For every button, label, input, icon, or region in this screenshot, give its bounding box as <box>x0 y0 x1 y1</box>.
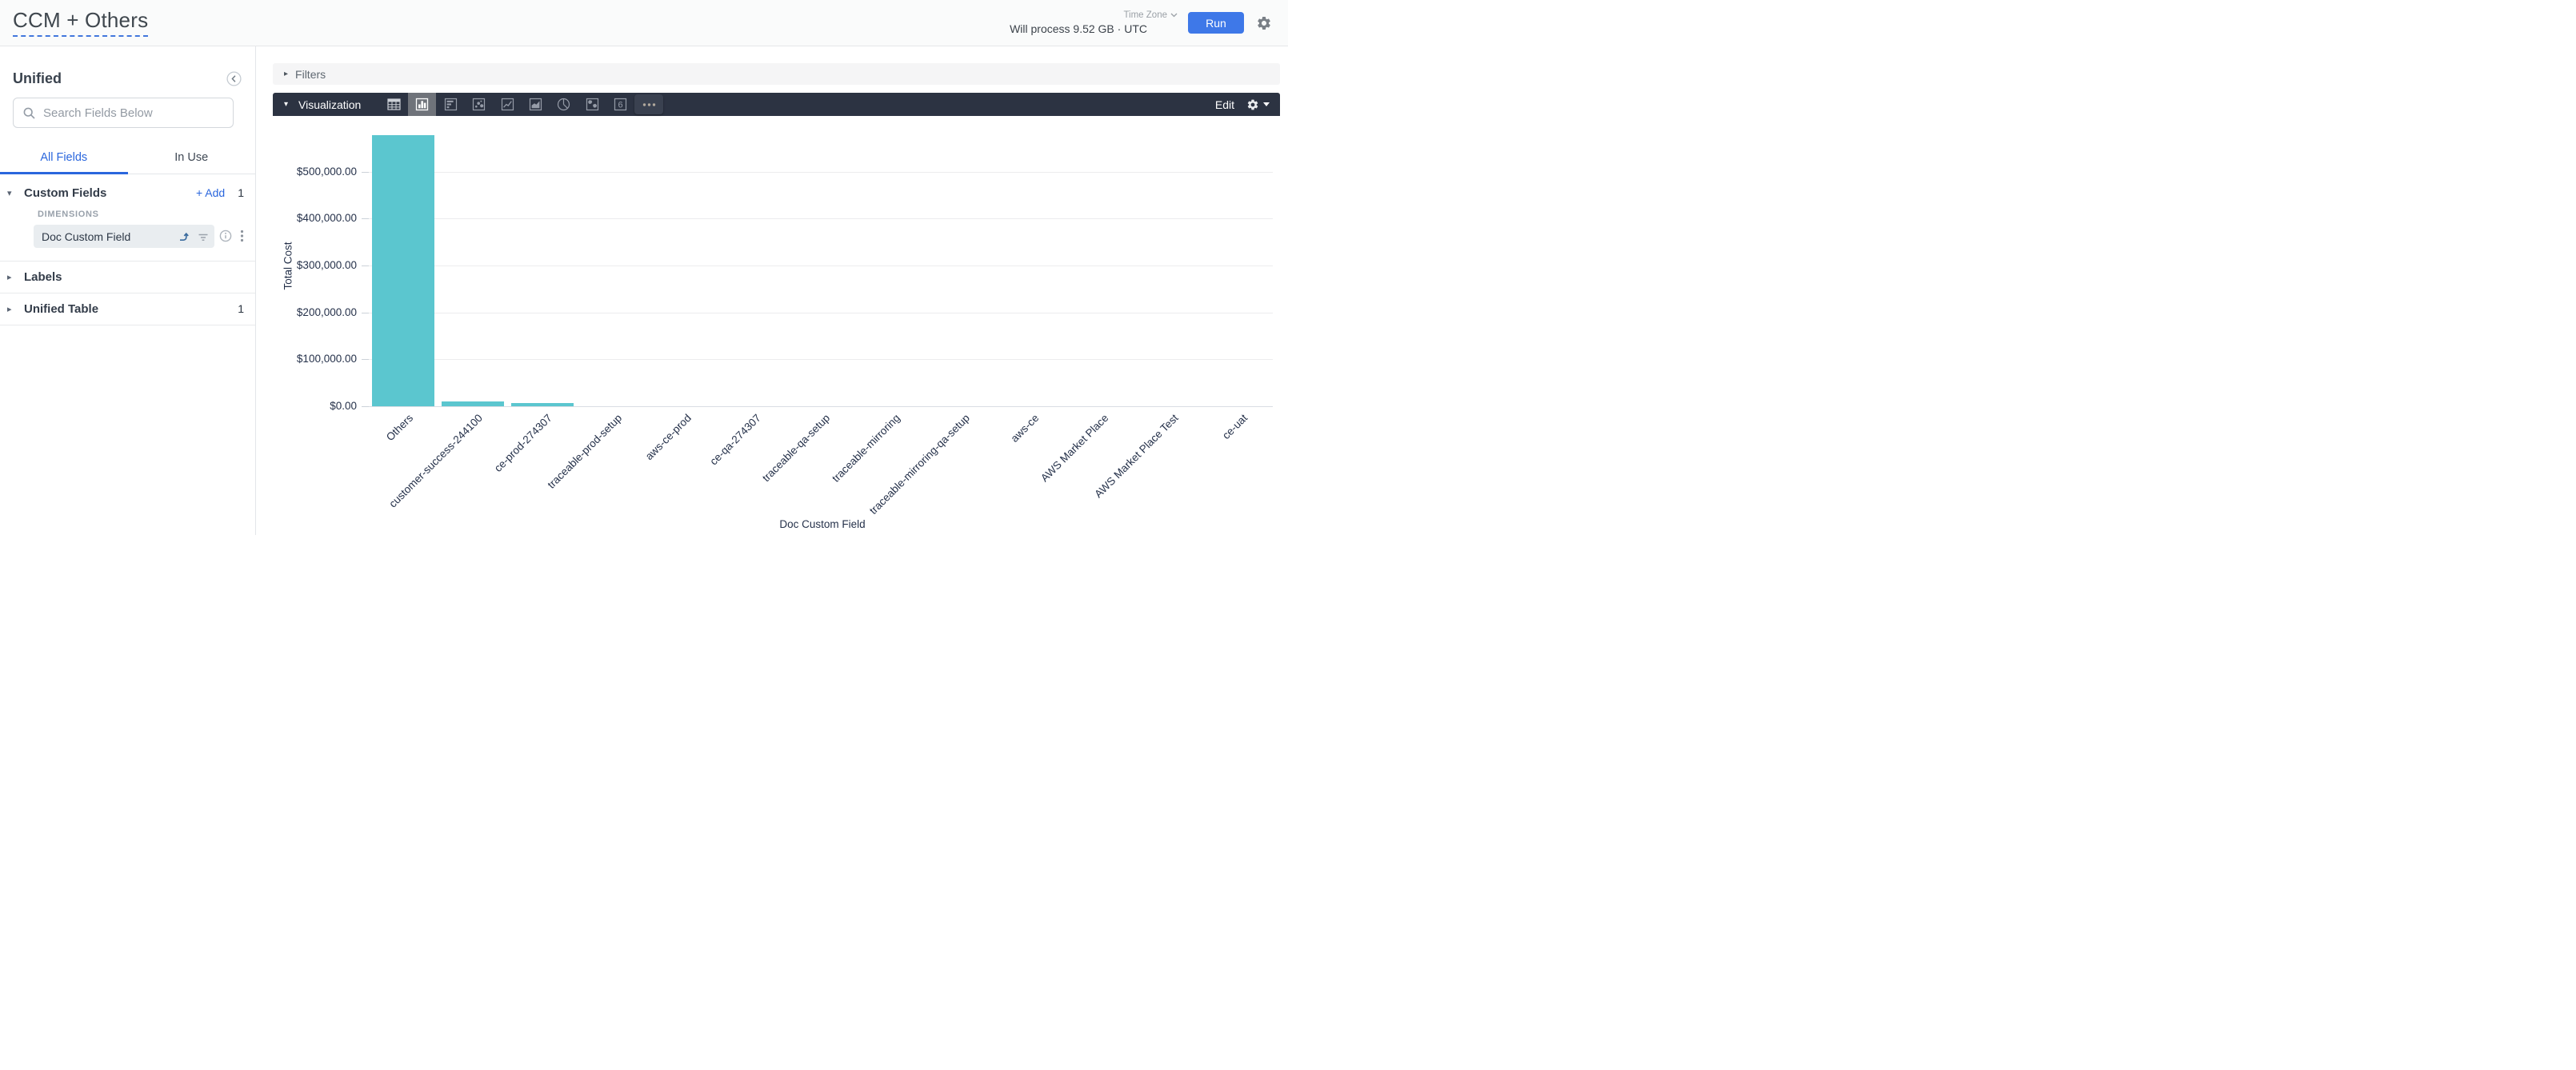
viz-type-map-icon[interactable] <box>585 97 600 112</box>
y-axis-tick <box>362 218 369 220</box>
viz-type-pie-icon[interactable] <box>556 97 571 112</box>
x-category-label: ce-uat <box>1220 412 1250 442</box>
time-zone-label: Time Zone <box>1123 10 1167 20</box>
section-custom-fields[interactable]: ▾ Custom Fields + Add 1 <box>0 178 255 208</box>
x-category-label: ce-qa-274307 <box>707 412 763 468</box>
visualization-label: Visualization <box>298 98 362 111</box>
top-header: CCM + Others Time Zone Will process 9.52… <box>0 0 1288 46</box>
search-icon <box>22 106 36 120</box>
gridline <box>369 406 1273 407</box>
bar-customer-success-244100[interactable] <box>442 401 505 406</box>
viz-type-scatter-icon[interactable] <box>471 97 486 112</box>
y-tick-label: $0.00 <box>330 400 357 412</box>
divider <box>0 261 255 262</box>
query-info-block: Time Zone Will process 9.52 GB · UTC <box>1010 10 1178 35</box>
time-zone-dropdown[interactable]: Time Zone <box>1040 10 1178 20</box>
gridline <box>369 171 1273 173</box>
bar-chart: $0.00 $100,000.00 $200,000.00 $300,000.00 $4… <box>257 116 1288 535</box>
edit-button[interactable]: Edit <box>1214 98 1234 111</box>
x-category-label: traceable-mirroring <box>829 412 902 485</box>
viz-settings-gear-icon[interactable] <box>1246 98 1270 111</box>
viz-type-table-icon[interactable] <box>386 97 402 112</box>
run-button[interactable]: Run <box>1188 12 1244 34</box>
viz-type-area-icon[interactable] <box>528 97 543 112</box>
caret-down-icon <box>1263 102 1270 106</box>
x-category-label: Others <box>383 412 416 444</box>
y-tick-label: $300,000.00 <box>296 258 357 271</box>
section-label: Custom Fields <box>24 186 107 200</box>
y-axis-tick <box>362 171 369 173</box>
kebab-menu-icon[interactable] <box>240 230 244 242</box>
filters-label: Filters <box>295 67 326 81</box>
pivot-icon[interactable] <box>178 231 189 242</box>
section-label: Unified Table <box>24 301 99 316</box>
svg-text:6: 6 <box>618 100 623 110</box>
info-icon[interactable] <box>219 230 232 242</box>
process-info: Will process 9.52 GB · UTC <box>1010 22 1147 35</box>
dimensions-group-label: DIMENSIONS <box>38 210 99 219</box>
x-category-label: aws-ce-prod <box>642 412 694 463</box>
section-label: Labels <box>24 269 62 284</box>
tab-all-fields[interactable]: All Fields <box>0 141 128 174</box>
caret-right-icon: ▸ <box>7 303 12 314</box>
search-fields-box[interactable] <box>13 98 234 128</box>
page-title: CCM + Others <box>13 8 149 37</box>
explore-title: Unified <box>13 70 62 86</box>
filters-bar[interactable]: ▸ Filters <box>273 63 1280 85</box>
unified-table-count: 1 <box>238 302 244 315</box>
section-unified-table[interactable]: ▸ Unified Table 1 <box>0 293 255 325</box>
bar-ce-prod-274307[interactable] <box>511 403 574 406</box>
viz-type-single-value-icon[interactable]: 6 <box>613 97 628 112</box>
caret-right-icon: ▸ <box>284 70 289 78</box>
y-axis-tick <box>362 359 369 361</box>
field-doc-custom-field[interactable]: Doc Custom Field <box>34 225 214 248</box>
x-category-label: aws-ce <box>1008 412 1042 445</box>
x-category-label: ce-prod-274307 <box>491 412 554 475</box>
y-tick-label: $200,000.00 <box>296 305 357 318</box>
y-axis-tick <box>362 406 369 407</box>
x-category-label: traceable-qa-setup <box>760 412 833 485</box>
gridline <box>369 359 1273 361</box>
add-custom-field-button[interactable]: + Add <box>196 186 226 199</box>
search-fields-input[interactable] <box>43 106 224 120</box>
field-picker-sidebar: Unified All Fields In Use ▾ Custom Field… <box>0 46 256 535</box>
viz-type-bar-icon[interactable] <box>443 97 458 112</box>
chevron-down-icon <box>1170 13 1178 18</box>
gridline <box>369 218 1273 220</box>
caret-down-icon[interactable]: ▾ <box>284 100 289 109</box>
y-tick-label: $100,000.00 <box>296 353 357 365</box>
field-label: Doc Custom Field <box>42 230 131 243</box>
x-category-label: traceable-prod-setup <box>545 412 624 491</box>
viz-type-line-icon[interactable] <box>500 97 515 112</box>
main-panel: ▸ Filters ▾ Visualization 6 Edit $0.00 $1… <box>257 46 1288 535</box>
y-tick-label: $400,000.00 <box>296 212 357 225</box>
x-category-label: AWS Market Place <box>1038 412 1111 485</box>
tab-in-use[interactable]: In Use <box>174 150 209 164</box>
caret-right-icon: ▸ <box>7 271 12 282</box>
section-labels[interactable]: ▸ Labels <box>0 261 255 293</box>
settings-gear-icon[interactable] <box>1256 15 1272 31</box>
x-axis-title: Doc Custom Field <box>779 518 866 530</box>
bar-Others[interactable] <box>372 134 435 406</box>
y-tick-label: $500,000.00 <box>296 165 357 178</box>
viz-type-more-icon[interactable] <box>634 94 664 114</box>
caret-down-icon: ▾ <box>7 187 12 198</box>
custom-fields-count: 1 <box>238 186 244 199</box>
viz-type-column-icon[interactable] <box>414 97 430 112</box>
y-axis-title: Total Cost <box>282 242 294 290</box>
field-tabs: All Fields In Use <box>0 141 255 174</box>
visualization-toolbar: ▾ Visualization 6 Edit <box>273 93 1280 116</box>
filter-icon[interactable] <box>198 231 209 242</box>
collapse-sidebar-icon[interactable] <box>226 71 242 86</box>
